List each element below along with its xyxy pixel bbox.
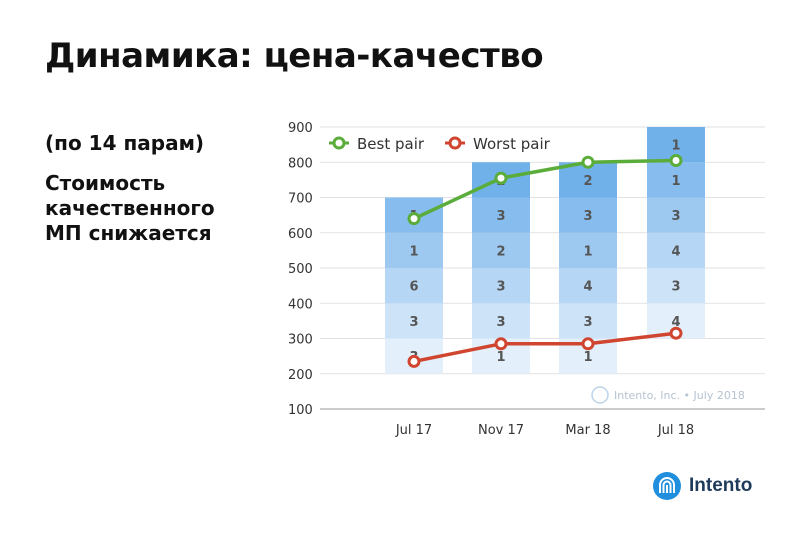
bar-segment-label: 3	[671, 209, 680, 224]
bar-segment-label: 2	[496, 244, 505, 259]
y-tick-label: 700	[288, 192, 313, 207]
bar-segment-label: 3	[496, 315, 505, 330]
y-tick-label: 200	[288, 368, 313, 383]
bar-segment	[559, 197, 617, 233]
bar-segment	[472, 268, 530, 304]
bar-segment	[472, 303, 530, 339]
bar-segment	[472, 197, 530, 233]
bar-segment-label: 1	[671, 174, 680, 189]
series-point	[581, 337, 595, 351]
bar-segment-label: 3	[496, 280, 505, 295]
bar-segment	[647, 232, 705, 268]
bar-segment	[647, 268, 705, 304]
watermark-logo-icon	[591, 386, 609, 404]
y-tick-label: 800	[288, 156, 313, 171]
bar-segment-label: 6	[409, 280, 418, 295]
bar-segment	[647, 162, 705, 198]
slide-title: Динамика: цена-качество	[45, 36, 544, 76]
bar-segment-label: 4	[671, 315, 680, 330]
series-point	[494, 171, 508, 185]
watermark-text: Intento, Inc. • July 2018	[614, 389, 745, 402]
brand-name: Intento	[689, 475, 753, 496]
series-point	[669, 326, 683, 340]
bar-segment	[385, 303, 443, 339]
slide-subtitle: (по 14 парам)	[45, 131, 205, 155]
bar-segment-label: 3	[409, 315, 418, 330]
bar-segment-label: 1	[409, 244, 418, 259]
series-point	[494, 337, 508, 351]
legend-marker	[332, 136, 346, 150]
bar-segment	[385, 232, 443, 268]
series-point	[407, 212, 421, 226]
x-tick-label: Nov 17	[478, 423, 524, 438]
bar-segment-label: 4	[671, 244, 680, 259]
bar-segment-label: 3	[583, 315, 592, 330]
bar-segment-label: 1	[583, 350, 592, 365]
x-tick-label: Mar 18	[565, 423, 610, 438]
series-line	[413, 158, 677, 221]
x-tick-label: Jul 17	[395, 423, 432, 438]
note-line: Стоимость	[45, 171, 166, 195]
watermark: Intento, Inc. • July 2018	[591, 386, 745, 404]
x-tick-label: Jul 18	[657, 423, 694, 438]
y-tick-label: 100	[288, 403, 313, 418]
bar-segment-label: 2	[583, 174, 592, 189]
bar-segment-label: 1	[583, 244, 592, 259]
bar-segment	[559, 232, 617, 268]
bar-segment-label: 1	[496, 350, 505, 365]
intento-logo-icon	[653, 472, 681, 500]
bar-segment-label: 3	[496, 209, 505, 224]
legend-label: Worst pair	[473, 135, 551, 153]
y-tick-label: 500	[288, 262, 313, 277]
bar-segment	[472, 232, 530, 268]
series-point	[669, 153, 683, 167]
note-line: МП снижается	[45, 221, 212, 245]
legend-marker	[448, 136, 462, 150]
bar-segment	[559, 303, 617, 339]
bar-segment-label: 3	[671, 280, 680, 295]
y-tick-label: 600	[288, 227, 313, 242]
bar-segment	[647, 197, 705, 233]
bar-segment-label: 1	[671, 139, 680, 154]
y-tick-label: 900	[288, 121, 313, 136]
bar-segment	[559, 268, 617, 304]
series-point	[581, 155, 595, 169]
brand-logo: Intento	[652, 470, 752, 502]
series-line	[413, 331, 677, 364]
bar-segment-label: 4	[583, 280, 592, 295]
legend-label: Best pair	[357, 135, 425, 153]
series-point	[407, 354, 421, 368]
slide-note: Стоимость качественного МП снижается	[45, 171, 215, 246]
bar-segment-label: 3	[583, 209, 592, 224]
y-tick-label: 400	[288, 297, 313, 312]
bar-segment	[385, 268, 443, 304]
y-tick-label: 300	[288, 333, 313, 348]
note-line: качественного	[45, 196, 215, 220]
